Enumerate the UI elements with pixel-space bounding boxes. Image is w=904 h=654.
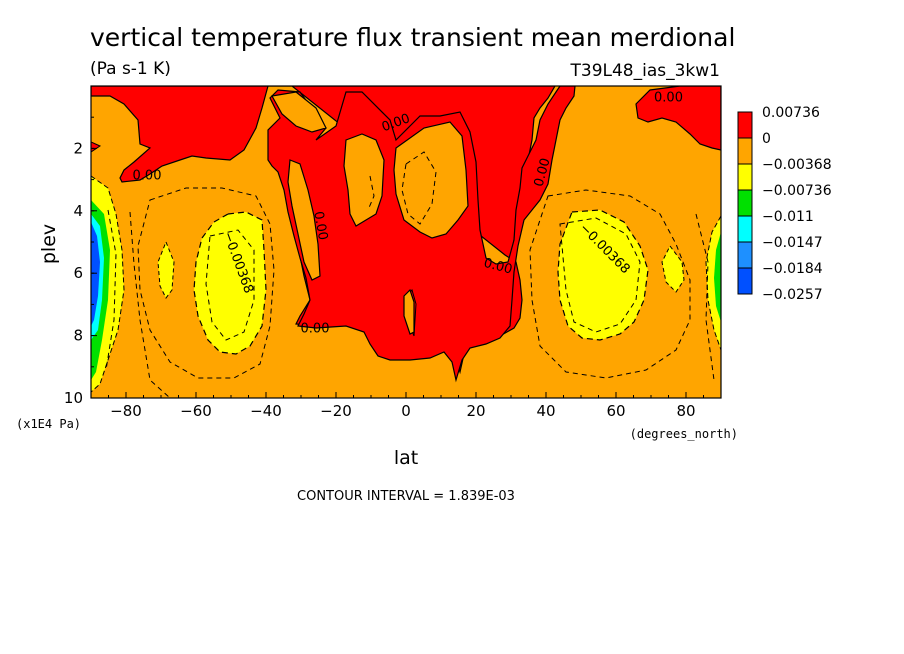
positive-blob-left-edge — [91, 141, 102, 153]
legend-swatch — [737, 137, 753, 165]
negative-edge-left-blue — [91, 222, 100, 326]
y-tick-label: 6 — [73, 264, 83, 282]
zero-hole-deep-center — [403, 288, 415, 335]
legend-label: −0.0184 — [762, 261, 823, 277]
y-tick-label: 10 — [64, 389, 83, 407]
contour-label: 0.00 — [133, 169, 162, 184]
legend-swatch — [737, 241, 753, 269]
legend-swatch — [737, 163, 753, 191]
legend-label: 0 — [762, 131, 771, 147]
x-tick-label: 60 — [606, 402, 625, 420]
y-tick-label: 4 — [73, 202, 83, 220]
legend-swatch — [737, 189, 753, 217]
zero-hole-center — [343, 133, 385, 227]
y-tick-label: 2 — [73, 139, 83, 157]
contour-label: 0.00 — [532, 157, 554, 189]
legend-label: −0.00368 — [762, 157, 832, 173]
x-axis-title: lat — [394, 447, 418, 469]
contour-label: 0.00 — [310, 210, 330, 241]
contour-label: 0.00 — [482, 256, 514, 278]
dashed-contours — [105, 151, 715, 398]
positive-region-upper-right — [635, 86, 721, 151]
run-label: T39L48_ias_3kw1 — [570, 61, 721, 81]
legend-swatch — [737, 267, 753, 295]
negative-oval-left — [193, 211, 267, 355]
negative-oval-right — [557, 209, 649, 341]
x-tick-label: −20 — [320, 402, 352, 420]
contour-label: 0.00 — [301, 321, 330, 336]
negative-blob-left — [157, 240, 175, 299]
x-axis-units: (degrees_north) — [630, 427, 738, 441]
x-tick-label: 80 — [676, 402, 695, 420]
zero-hole-upper — [271, 91, 327, 133]
legend-label: −0.0257 — [762, 287, 823, 303]
zero-hole-center-right — [393, 121, 469, 239]
x-tick-label: −80 — [110, 402, 142, 420]
y-tick-label: 8 — [73, 327, 83, 345]
contour-label: 0.00 — [654, 91, 683, 106]
axes: −80 −60 −40 −20 0 20 40 60 80 2 4 6 8 10 — [64, 116, 722, 420]
y-axis-title: plev — [38, 224, 60, 264]
legend-label: 0.00736 — [762, 105, 820, 121]
legend-label: −0.00736 — [762, 183, 832, 199]
x-tick-label: −60 — [180, 402, 212, 420]
chart-title: vertical temperature flux transient mean… — [90, 23, 735, 52]
negative-edge-right-green — [714, 232, 721, 322]
legend-swatch — [737, 215, 753, 243]
legend-label: −0.0147 — [762, 235, 823, 251]
x-tick-label: 0 — [401, 402, 411, 420]
zero-hole-leftcol — [287, 159, 321, 281]
chart-units: (Pa s-1 K) — [90, 59, 171, 79]
contour-interval-note: CONTOUR INTERVAL = 1.839E-03 — [297, 489, 515, 504]
negative-blob-right — [661, 245, 685, 293]
legend-label: −0.011 — [762, 209, 814, 225]
x-tick-label: 20 — [466, 402, 485, 420]
legend-swatch — [737, 111, 753, 139]
x-tick-label: 40 — [536, 402, 555, 420]
legend: 0.00736 0 −0.00368 −0.00736 −0.011 −0.0147 −0.… — [737, 105, 832, 303]
plot-area: 0.000.000.000.000.000.00−0.00368 −0.00368… — [90, 85, 722, 399]
positive-region-upper-left — [91, 86, 269, 183]
y-axis-units: (x1E4 Pa) — [16, 417, 81, 431]
x-tick-label: −40 — [250, 402, 282, 420]
